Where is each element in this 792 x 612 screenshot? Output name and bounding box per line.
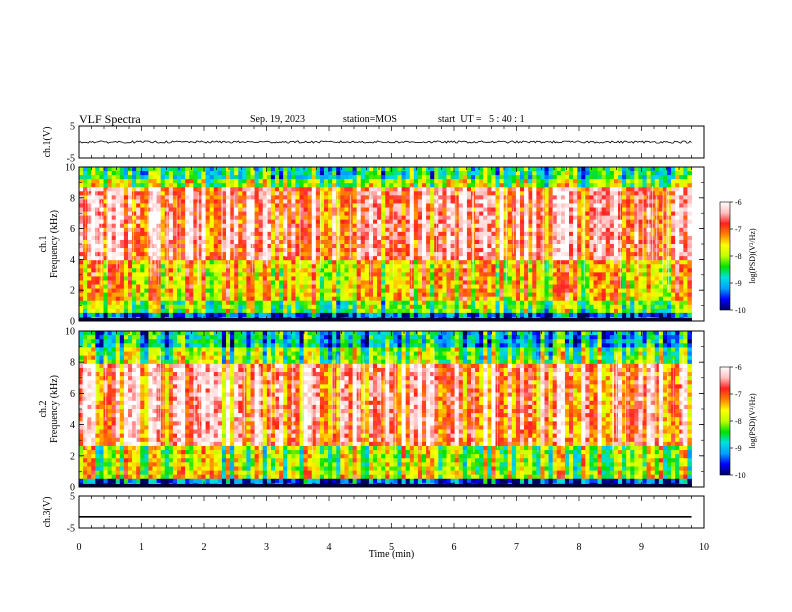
xaxis-label: Time (min): [369, 549, 414, 560]
ytick-label: 10: [65, 327, 75, 338]
ytick-label: 2: [70, 451, 75, 462]
colorbar-tick: -7: [735, 390, 742, 399]
ytick-label: 10: [65, 163, 75, 174]
ytick-label: 6: [70, 389, 75, 400]
ylabel-2: Frequency (kHz): [49, 210, 60, 278]
ytick-label: 6: [70, 224, 75, 235]
colorbar-tick: -8: [735, 252, 742, 261]
colorbar-tick: -6: [735, 198, 742, 207]
ytick-label: 0: [70, 483, 75, 494]
xtick-label: 2: [202, 542, 207, 553]
colorbar-tick: -10: [735, 306, 746, 315]
xtick-label: 7: [514, 542, 519, 553]
spectrogram-ch1: [79, 167, 692, 322]
xtick-label: 5: [389, 542, 394, 553]
ytick-label: 5: [70, 492, 75, 503]
start-time-label: start UT = 5 : 40 : 1: [438, 114, 525, 125]
colorbar-tick: -8: [735, 417, 742, 426]
ylabel-1: ch.1(V): [42, 127, 53, 158]
xtick-label: 6: [452, 542, 457, 553]
colorbar-1: [719, 201, 731, 311]
colorbar-tick: -9: [735, 444, 742, 453]
chart-title: VLF Spectra: [79, 112, 141, 126]
ytick-label: 4: [70, 420, 75, 431]
xtick-label: 0: [77, 542, 82, 553]
xtick-label: 4: [327, 542, 332, 553]
ytick-label: 4: [70, 255, 75, 266]
xtick-label: 10: [699, 542, 709, 553]
xtick-label: 3: [264, 542, 269, 553]
ytick-label: -5: [67, 154, 75, 165]
ytick-label: -5: [67, 524, 75, 535]
date-label: Sep. 19, 2023: [250, 114, 305, 125]
ytick-label: 8: [70, 193, 75, 204]
ytick-label: 2: [70, 286, 75, 297]
station-label: station=MOS: [343, 114, 397, 125]
ytick-label: 0: [70, 317, 75, 328]
colorbar-tick: -7: [735, 225, 742, 234]
colorbar-label-1: log(PSD)(V²/Hz): [748, 228, 757, 284]
spectrogram-ch2: [79, 331, 692, 488]
colorbar-tick: -10: [735, 471, 746, 480]
ylabel-3: Frequency (kHz): [49, 375, 60, 443]
colorbar-tick: -6: [735, 363, 742, 372]
ytick-label: 5: [70, 122, 75, 133]
colorbar-label-2: log(PSD)(V²/Hz): [748, 393, 757, 449]
ylabel-3: ch.2: [38, 401, 49, 418]
colorbar-tick: -9: [735, 279, 742, 288]
ytick-label: 8: [70, 358, 75, 369]
xtick-label: 8: [577, 542, 582, 553]
colorbar-2: [719, 366, 731, 476]
ylabel-4: ch.3(V): [42, 497, 53, 528]
xtick-label: 9: [639, 542, 644, 553]
ylabel-2: ch.1: [38, 236, 49, 253]
xtick-label: 1: [139, 542, 144, 553]
ch1-voltage-trace: [78, 140, 692, 144]
